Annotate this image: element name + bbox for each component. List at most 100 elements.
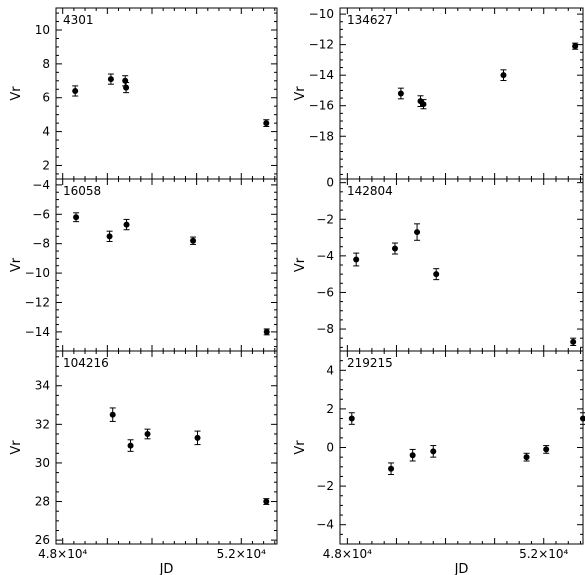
data-marker xyxy=(348,415,355,422)
panel-frame xyxy=(339,7,584,180)
x-tick-label: 4.8×10⁴ xyxy=(323,547,372,561)
data-point xyxy=(263,328,270,336)
panel-16058: −14 −12 −10 −8 −6 −4 16058 Vr xyxy=(9,178,278,352)
data-point xyxy=(127,439,134,452)
y-tick-label: 4 xyxy=(326,363,334,377)
data-marker xyxy=(263,498,270,505)
panel-219215: −4 −2 0 2 4 4.8×10⁴ 5.2×10⁴ 219215 Vr JD xyxy=(293,350,585,575)
panel-label: 16058 xyxy=(63,184,101,198)
y-tick-label: −8 xyxy=(316,322,334,336)
panel-frame xyxy=(55,178,278,352)
data-point xyxy=(263,119,270,128)
data-marker xyxy=(263,120,270,127)
y-tick-label: −14 xyxy=(25,325,50,339)
x-tick-label: 5.2×10⁴ xyxy=(217,547,266,561)
data-marker xyxy=(190,237,197,244)
data-point xyxy=(194,430,201,446)
y-axis-label: Vr xyxy=(9,86,24,101)
data-marker xyxy=(127,442,134,449)
y-tick-label: 28 xyxy=(35,495,50,509)
data-point xyxy=(572,42,579,50)
x-axis-label: JD xyxy=(454,562,469,575)
y-tick-label: −4 xyxy=(316,249,334,263)
y-tick-label: −8 xyxy=(32,237,50,251)
data-point xyxy=(107,73,114,85)
panel-4301: 2 4 6 8 10 4301 Vr xyxy=(9,7,278,180)
data-point xyxy=(106,230,113,242)
data-point xyxy=(263,498,270,505)
y-axis-label: Vr xyxy=(293,440,308,455)
data-point xyxy=(391,242,398,255)
data-point xyxy=(73,212,80,223)
data-point xyxy=(414,223,421,241)
data-marker xyxy=(263,328,270,335)
y-tick-label: 30 xyxy=(35,456,50,470)
data-marker xyxy=(123,84,130,91)
y-axis-label: Vr xyxy=(9,440,24,455)
data-marker xyxy=(123,221,130,228)
panel-label: 134627 xyxy=(347,13,393,27)
y-axis-label: Vr xyxy=(293,257,308,272)
data-point xyxy=(72,85,79,97)
data-point xyxy=(348,412,355,425)
y-tick-label: −10 xyxy=(25,266,50,280)
panel-label: 142804 xyxy=(347,184,393,198)
data-point xyxy=(123,81,130,94)
y-tick-label: 2 xyxy=(42,158,50,172)
data-marker xyxy=(543,446,550,453)
data-point xyxy=(388,462,395,476)
data-marker xyxy=(106,233,113,240)
data-point xyxy=(122,75,129,87)
data-point xyxy=(397,87,404,100)
data-marker xyxy=(72,87,79,94)
y-tick-label: −2 xyxy=(316,212,334,226)
y-axis-label: Vr xyxy=(9,257,24,272)
y-tick-label: −10 xyxy=(309,7,334,21)
data-point xyxy=(433,268,440,281)
data-point xyxy=(523,452,530,462)
y-tick-label: −12 xyxy=(309,38,334,52)
y-tick-label: −12 xyxy=(25,295,50,309)
panel-frame xyxy=(55,7,278,180)
data-point xyxy=(144,428,151,440)
y-tick-label: 34 xyxy=(35,379,50,393)
y-tick-label: 32 xyxy=(35,417,50,431)
data-marker xyxy=(409,452,416,459)
y-tick-label: 0 xyxy=(326,176,334,190)
y-tick-label: 10 xyxy=(35,23,50,37)
y-tick-label: −6 xyxy=(32,207,50,221)
panel-frame xyxy=(339,178,584,352)
panel-label: 4301 xyxy=(63,13,94,27)
data-point xyxy=(580,412,585,425)
data-marker xyxy=(388,465,395,472)
data-point xyxy=(430,445,437,458)
y-tick-label: 26 xyxy=(35,533,50,547)
data-marker xyxy=(420,101,427,108)
x-tick-label: 4.8×10⁴ xyxy=(38,547,87,561)
data-point xyxy=(500,69,507,82)
y-tick-label: −2 xyxy=(316,479,334,493)
y-axis-label: Vr xyxy=(293,86,308,101)
y-tick-label: −4 xyxy=(32,178,50,192)
data-marker xyxy=(73,214,80,221)
data-point xyxy=(420,99,427,110)
panel-label: 219215 xyxy=(347,356,393,370)
data-marker xyxy=(107,76,114,83)
data-marker xyxy=(194,434,201,441)
data-marker xyxy=(430,448,437,455)
panel-label: 104216 xyxy=(63,356,109,370)
y-tick-label: −4 xyxy=(316,518,334,532)
data-marker xyxy=(353,256,360,263)
panel-frame xyxy=(55,350,278,545)
data-marker xyxy=(414,229,421,236)
data-point xyxy=(570,337,577,347)
y-tick-label: 2 xyxy=(326,402,334,416)
data-marker xyxy=(391,245,398,252)
y-tick-label: 0 xyxy=(326,441,334,455)
x-axis-label: JD xyxy=(159,562,174,575)
y-tick-label: −18 xyxy=(309,129,334,143)
data-marker xyxy=(109,411,116,418)
data-point xyxy=(543,445,550,454)
panel-104216: 26 28 30 32 34 4.8×10⁴ 5.2×10⁴ 104216 Vr JD xyxy=(9,350,278,575)
